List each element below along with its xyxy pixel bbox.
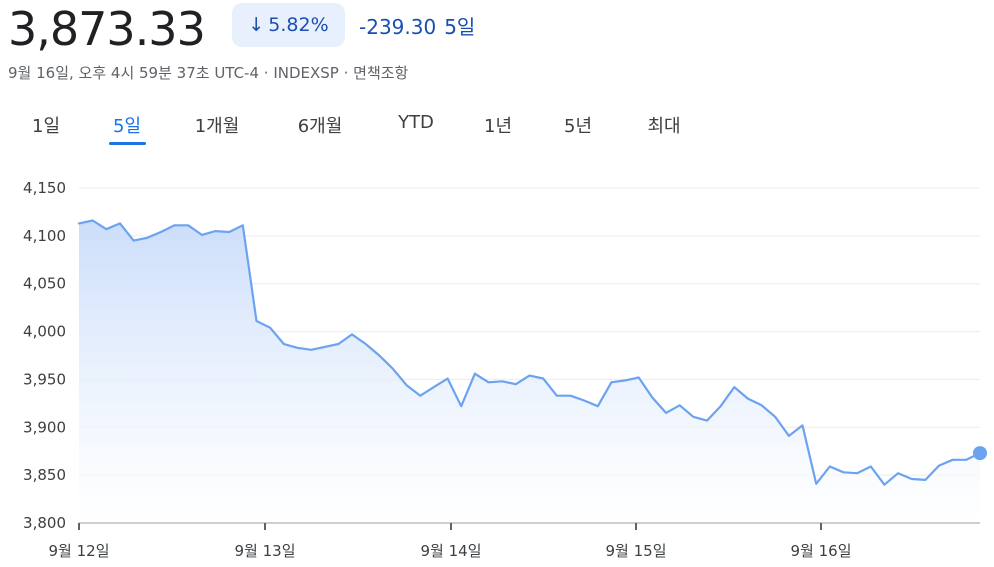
tab-ytd[interactable]: YTD [398, 112, 434, 133]
change-percent-badge: ↓ 5.82% [232, 3, 345, 47]
tab-1y[interactable]: 1년 [483, 116, 513, 137]
arrow-down-icon: ↓ [248, 14, 265, 36]
area-fill [79, 220, 980, 523]
tab-5y[interactable]: 5년 [563, 116, 593, 137]
current-price: 3,873.33 [8, 2, 206, 56]
y-tick-label: 4,050 [23, 275, 66, 293]
tab-5d[interactable]: 5일 [112, 116, 142, 137]
quote-meta: 9월 16일, 오후 4시 59분 37초 UTC-4 · INDEXSP · … [8, 64, 409, 82]
active-tab-indicator [109, 142, 146, 145]
tab-1m[interactable]: 1개월 [194, 116, 240, 137]
change-period: 5일 [444, 15, 476, 39]
x-tick-label: 9월 14일 [421, 542, 482, 560]
change-percent: 5.82% [268, 14, 329, 36]
last-price-marker [973, 446, 987, 461]
x-tick-label: 9월 12일 [49, 542, 110, 560]
price-line [77, 219, 982, 486]
y-tick-label: 3,850 [23, 466, 66, 484]
x-tick-label: 9월 15일 [606, 542, 667, 560]
tab-6m[interactable]: 6개월 [297, 116, 343, 137]
y-tick-label: 3,950 [23, 370, 66, 388]
y-tick-label: 4,000 [23, 323, 66, 341]
y-tick-label: 3,900 [23, 418, 66, 436]
range-tabs: 1일 5일 1개월 6개월 YTD 1년 5년 최대 [0, 112, 994, 146]
tab-1d[interactable]: 1일 [31, 116, 61, 137]
y-tick-label: 3,800 [23, 514, 66, 532]
y-tick-label: 4,100 [23, 227, 66, 245]
tab-max[interactable]: 최대 [647, 116, 681, 137]
y-tick-label: 4,150 [23, 179, 66, 197]
x-tick-label: 9월 13일 [235, 542, 296, 560]
x-tick-label: 9월 16일 [791, 542, 852, 560]
change-summary: -239.30 5일 [359, 11, 475, 40]
change-value: -239.30 [359, 15, 437, 39]
